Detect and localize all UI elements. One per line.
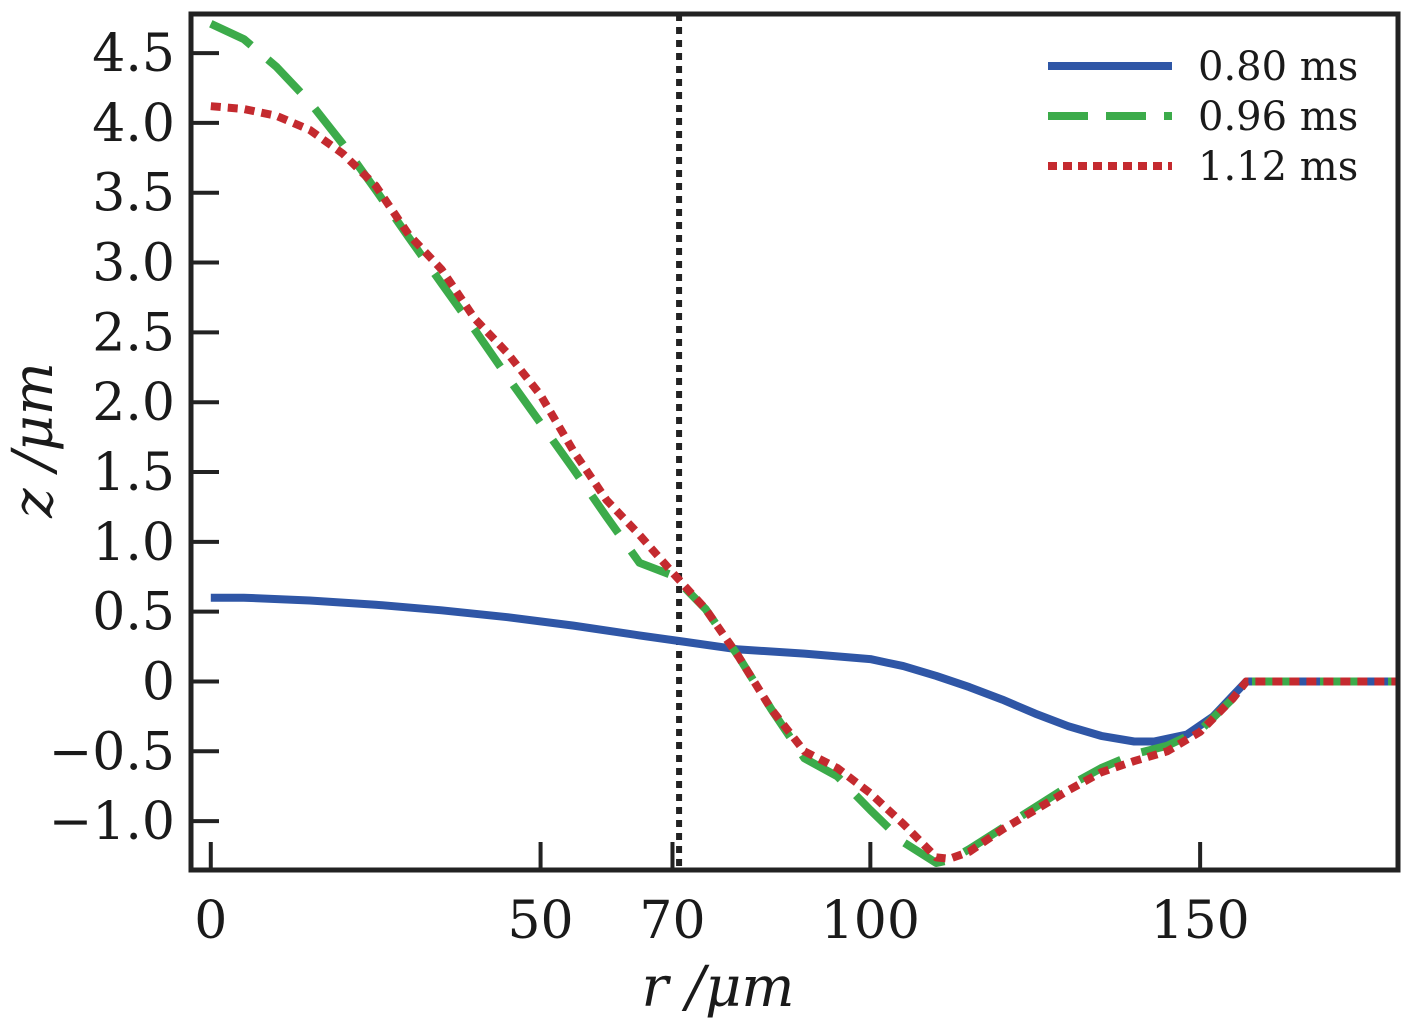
x-tick-label-1: 50 <box>507 891 573 951</box>
y-tick-label-9: 0 <box>142 652 175 712</box>
y-tick-label-2: 3.5 <box>92 164 175 224</box>
x-tick-label-3: 100 <box>821 891 920 951</box>
y-tick-label-5: 2.0 <box>92 373 175 433</box>
legend-label-0: 0.80 ms <box>1198 44 1358 90</box>
plot-frame <box>188 11 1401 873</box>
tick-layer <box>191 51 1203 870</box>
tick-label-layer: 0 50 70 100 1504.54.03.53.02.52.01.51.00.50−… <box>49 24 1250 951</box>
x-tick-label-4: 150 <box>1150 891 1249 951</box>
y-axis-label: z /μm <box>1 362 66 519</box>
legend-label-1: 0.96 ms <box>1198 94 1358 140</box>
legend-label-2: 1.12 ms <box>1198 144 1358 190</box>
y-tick-label-1: 4.0 <box>92 94 175 154</box>
series-line-1 <box>209 20 1398 867</box>
y-tick-label-7: 1.0 <box>92 513 175 573</box>
y-tick-label-6: 1.5 <box>92 443 175 503</box>
y-tick-label-11: −1.0 <box>49 792 175 852</box>
y-tick-label-8: 0.5 <box>92 583 175 643</box>
x-tick-label-0: 0 <box>194 891 227 951</box>
y-tick-label-0: 4.5 <box>92 24 175 84</box>
x-tick-label-2: 70 <box>639 891 705 951</box>
series-line-2 <box>210 102 1398 863</box>
y-tick-label-10: −0.5 <box>49 722 175 782</box>
x-axis-label: r /μm <box>642 955 795 1020</box>
legend: 0.80 ms0.96 ms1.12 ms <box>1048 44 1358 190</box>
series-layer <box>209 20 1398 867</box>
y-tick-label-3: 3.0 <box>92 234 175 294</box>
y-tick-label-4: 2.5 <box>92 303 175 363</box>
